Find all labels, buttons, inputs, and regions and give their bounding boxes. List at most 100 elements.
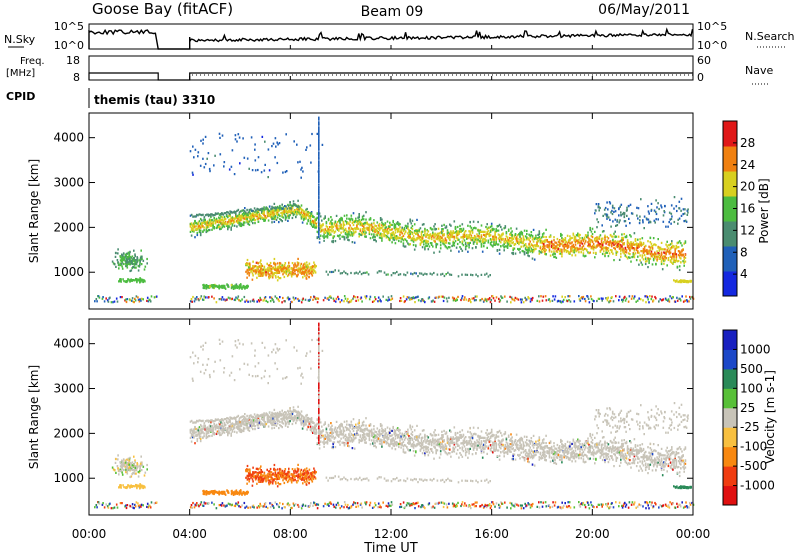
power-cell <box>528 255 530 258</box>
power-cell <box>500 245 502 248</box>
power-cell <box>620 213 622 217</box>
power-cell <box>313 261 315 264</box>
power-cell <box>613 207 616 210</box>
power-cell <box>146 296 149 299</box>
power-cell <box>237 221 239 225</box>
power-cell <box>425 239 427 242</box>
power-cell <box>393 234 396 237</box>
power-cell <box>274 263 277 266</box>
power-cell <box>350 299 353 302</box>
power-cell <box>102 296 104 299</box>
power-cell <box>644 260 647 263</box>
power-cell <box>304 274 306 278</box>
power-cell <box>288 297 291 300</box>
power-cell <box>287 265 290 268</box>
power-cell <box>626 245 629 248</box>
power-cell <box>519 234 521 237</box>
power-cell <box>481 297 483 301</box>
power-cell <box>223 221 226 224</box>
power-cell <box>433 225 435 228</box>
power-cell <box>498 238 501 241</box>
power-cell <box>213 297 215 300</box>
power-cell <box>300 266 302 269</box>
power-cell <box>210 214 212 217</box>
power-cell <box>297 262 299 265</box>
power-cell <box>530 233 533 237</box>
power-cell <box>340 224 342 227</box>
power-cell <box>591 245 594 248</box>
power-cell <box>313 216 315 219</box>
power-cell <box>238 221 240 224</box>
power-cell <box>253 269 255 273</box>
power-cell <box>673 254 675 257</box>
power-cell <box>318 201 320 204</box>
power-cell <box>244 221 246 224</box>
velocity-cell <box>238 422 240 425</box>
power-cell <box>659 298 662 301</box>
power-cell <box>447 246 450 249</box>
power-cell <box>309 269 311 272</box>
power-cell <box>308 216 311 219</box>
power-cell <box>374 228 376 231</box>
power-cell <box>216 220 219 224</box>
power-cell <box>521 298 523 301</box>
velocity-cell <box>262 422 264 425</box>
cpid-value: themis (tau) 3310 <box>94 93 215 107</box>
power-cell <box>307 266 310 269</box>
power-cell <box>288 206 290 210</box>
power-cell <box>386 228 389 231</box>
power-cell <box>206 285 209 288</box>
power-cell <box>281 215 283 218</box>
velocity-cell <box>215 426 218 429</box>
power-cell <box>257 272 260 275</box>
power-cell <box>261 268 264 271</box>
velocity-cell <box>239 422 242 425</box>
power-cell <box>399 223 401 226</box>
power-cell <box>372 228 374 231</box>
power-cell <box>598 242 601 245</box>
power-cell <box>528 244 530 247</box>
power-cell <box>128 253 130 256</box>
power-cell <box>456 238 459 241</box>
power-cell <box>228 212 231 216</box>
power-cell <box>430 243 433 246</box>
power-cell <box>425 234 427 237</box>
velocity-cell <box>201 431 203 434</box>
power-cell <box>282 270 285 273</box>
power-cell <box>647 298 649 301</box>
power-cell <box>587 231 589 234</box>
power-cell <box>309 222 312 225</box>
power-cell <box>331 240 333 243</box>
power-cell <box>227 285 230 288</box>
power-cell <box>398 222 400 225</box>
power-cell <box>144 265 147 268</box>
power-cell <box>439 231 442 234</box>
power-cell <box>235 217 237 220</box>
power-cell <box>351 234 354 237</box>
power-cell <box>278 221 280 224</box>
power-cell <box>340 227 342 230</box>
power-cell <box>522 245 525 248</box>
power-cell <box>679 299 682 302</box>
power-cell <box>357 272 359 275</box>
power-cell <box>376 232 379 235</box>
power-cell <box>413 297 415 300</box>
velocity-cell <box>256 421 259 424</box>
power-cell <box>651 245 654 248</box>
power-cell <box>318 172 320 175</box>
power-cell <box>485 234 487 237</box>
power-cell <box>487 229 490 232</box>
power-cell <box>596 218 598 221</box>
power-cell <box>505 240 508 243</box>
power-cell <box>318 169 320 172</box>
power-cell <box>189 214 192 217</box>
power-cell <box>325 225 328 228</box>
power-cell <box>260 171 263 174</box>
power-cell <box>600 248 603 251</box>
power-cell <box>147 300 150 303</box>
power-cell <box>640 261 642 264</box>
power-cell <box>473 226 476 229</box>
power-cell <box>511 242 513 245</box>
power-cell <box>113 263 116 266</box>
velocity-cell <box>225 429 228 432</box>
